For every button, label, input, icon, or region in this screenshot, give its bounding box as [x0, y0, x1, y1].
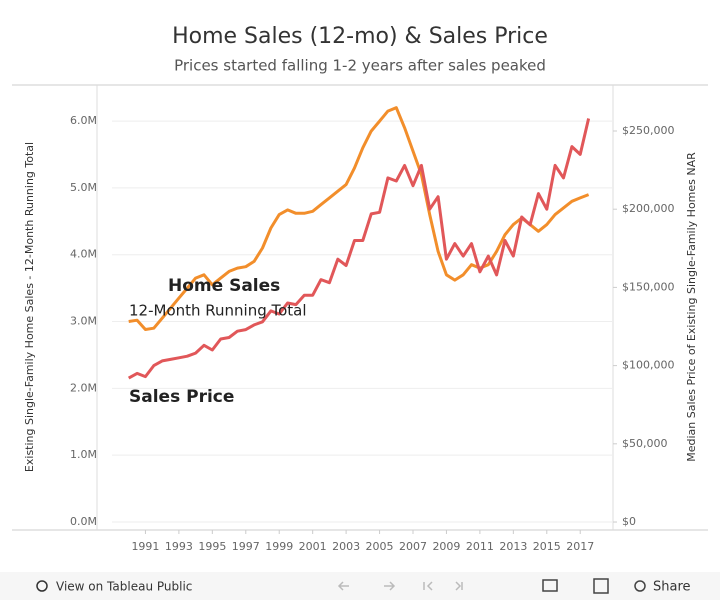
y2-tick-label: $0 [622, 515, 636, 528]
x-tick-label: 2001 [299, 540, 327, 553]
x-tick-label: 2013 [499, 540, 527, 553]
y2-tick-label: $50,000 [622, 437, 668, 450]
x-tick-label: 1997 [232, 540, 260, 553]
y2-axis-title: Median Sales Price of Existing Single-Fa… [685, 152, 698, 462]
series-line [127, 118, 591, 380]
x-tick-label: 2009 [432, 540, 460, 553]
y-tick-label: 1.0M [70, 448, 97, 461]
x-tick-label: 2003 [332, 540, 360, 553]
download-icon[interactable] [542, 579, 558, 592]
refresh-icon[interactable] [455, 581, 463, 591]
fullscreen-icon[interactable] [593, 578, 609, 594]
annotation: Sales Price [129, 387, 234, 407]
share-button[interactable]: Share [634, 580, 691, 595]
x-tick-label: 2015 [533, 540, 561, 553]
y-tick-label: 0.0M [70, 515, 97, 528]
y-tick-label: 2.0M [70, 381, 97, 394]
series-line [128, 106, 590, 331]
x-tick-label: 2011 [466, 540, 494, 553]
revert-icon[interactable] [423, 581, 433, 591]
x-tick-label: 2005 [366, 540, 394, 553]
chart-title: Home Sales (12-mo) & Sales Price [172, 24, 548, 49]
y2-tick-label: $200,000 [622, 202, 675, 215]
x-tick-label: 1995 [198, 540, 226, 553]
chart-subtitle: Prices started falling 1-2 years after s… [174, 57, 546, 75]
y-tick-label: 5.0M [70, 181, 97, 194]
redo-icon[interactable] [384, 581, 396, 591]
annotation: Home Sales [168, 276, 280, 296]
view-link[interactable]: View on Tableau Public [36, 580, 192, 594]
x-tick-label: 2007 [399, 540, 427, 553]
y-tick-label: 6.0M [70, 114, 97, 127]
share-icon [634, 580, 646, 592]
y-axis-title: Existing Single-Family Home Sales - 12-M… [23, 142, 36, 472]
x-tick-label: 1999 [265, 540, 293, 553]
y-tick-label: 3.0M [70, 315, 97, 328]
y2-tick-label: $100,000 [622, 359, 675, 372]
toolbar [0, 572, 720, 600]
y2-tick-label: $150,000 [622, 280, 675, 293]
view-text[interactable]: View on Tableau Public [56, 580, 192, 594]
share-text[interactable]: Share [653, 580, 691, 595]
tableau-icon [36, 580, 48, 592]
x-tick-label: 1993 [165, 540, 193, 553]
y2-tick-label: $250,000 [622, 124, 675, 137]
annotation: 12-Month Running Total [129, 302, 307, 320]
y-tick-label: 4.0M [70, 248, 97, 261]
x-tick-label: 2017 [566, 540, 594, 553]
undo-icon[interactable] [337, 581, 349, 591]
x-tick-label: 1991 [131, 540, 159, 553]
